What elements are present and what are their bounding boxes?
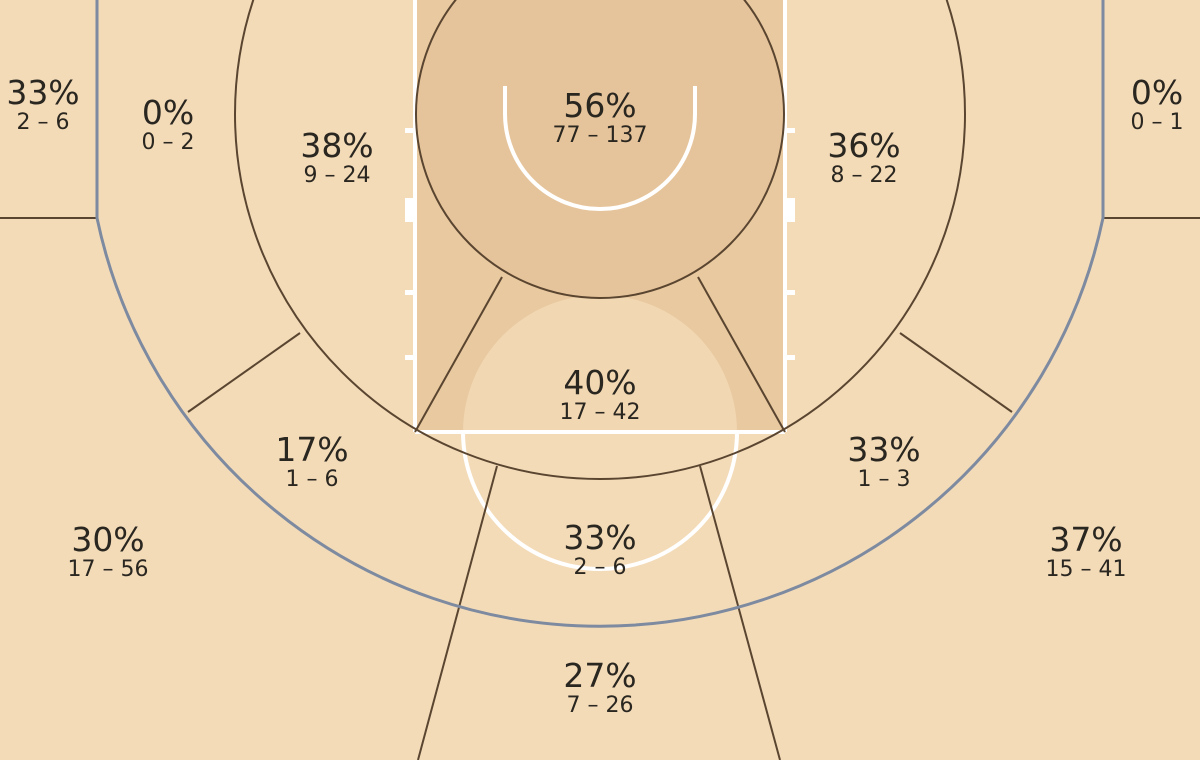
- zone-label-right-wing-mid: 33% 1 – 3: [847, 432, 920, 492]
- zone-mid-circle: [234, 0, 966, 480]
- restricted-zone-fill: [416, 0, 784, 298]
- zone-made-attempts: 0 – 2: [141, 130, 195, 155]
- zone-percentage: 0%: [141, 93, 195, 132]
- three-point-line: [95, 0, 1105, 628]
- zone-inner-circle: [415, 0, 785, 299]
- free-throw-arc: [461, 431, 739, 571]
- zone-percentage: 40%: [563, 363, 637, 402]
- zone-percentage: 17%: [275, 430, 349, 469]
- zone-made-attempts: 17 – 42: [559, 400, 641, 425]
- zone-percentage: 27%: [563, 656, 637, 695]
- zone-made-attempts: 2 – 6: [573, 555, 627, 580]
- zone-label-left-corner-three: 33% 2 – 6: [6, 75, 79, 135]
- zone-made-attempts: 1 – 6: [285, 467, 339, 492]
- zone-label-right-corner-three: 0% 0 – 1: [1131, 75, 1184, 135]
- zone-label-left-short-mid: 38% 9 – 24: [300, 128, 373, 188]
- zone-percentage: 0%: [1130, 73, 1184, 112]
- zone-label-paint-non-ra: 40% 17 – 42: [560, 365, 641, 425]
- zone-percentage: 30%: [71, 520, 145, 559]
- zone-percentage: 56%: [563, 86, 637, 125]
- zone-percentage: 33%: [847, 430, 921, 469]
- zone-label-left-wing-mid: 17% 1 – 6: [275, 432, 348, 492]
- zone-label-left-baseline-mid: 0% 0 – 2: [142, 95, 195, 155]
- zone-label-top-three: 27% 7 – 26: [563, 658, 636, 718]
- zone-label-right-wing-three: 37% 15 – 41: [1046, 522, 1127, 582]
- zone-label-left-wing-three: 30% 17 – 56: [68, 522, 149, 582]
- zone-percentage: 37%: [1049, 520, 1123, 559]
- zone-made-attempts: 9 – 24: [303, 163, 371, 188]
- zone-made-attempts: 15 – 41: [1045, 557, 1127, 582]
- zone-label-restricted-area: 56% 77 – 137: [553, 88, 648, 148]
- free-throw-circle-top: [463, 295, 737, 432]
- zone-made-attempts: 2 – 6: [16, 110, 70, 135]
- zone-made-attempts: 7 – 26: [566, 693, 634, 718]
- restricted-arc: [503, 86, 697, 211]
- zone-percentage: 33%: [563, 518, 637, 557]
- zone-made-attempts: 0 – 1: [1130, 110, 1184, 135]
- zone-made-attempts: 1 – 3: [857, 467, 911, 492]
- zone-made-attempts: 8 – 22: [830, 163, 898, 188]
- zone-percentage: 36%: [827, 126, 901, 165]
- zone-label-right-short-mid: 36% 8 – 22: [827, 128, 900, 188]
- zone-made-attempts: 17 – 56: [67, 557, 149, 582]
- zone-percentage: 33%: [6, 73, 80, 112]
- zone-label-top-key-mid: 33% 2 – 6: [563, 520, 636, 580]
- zone-percentage: 38%: [300, 126, 374, 165]
- zone-made-attempts: 77 – 137: [552, 123, 648, 148]
